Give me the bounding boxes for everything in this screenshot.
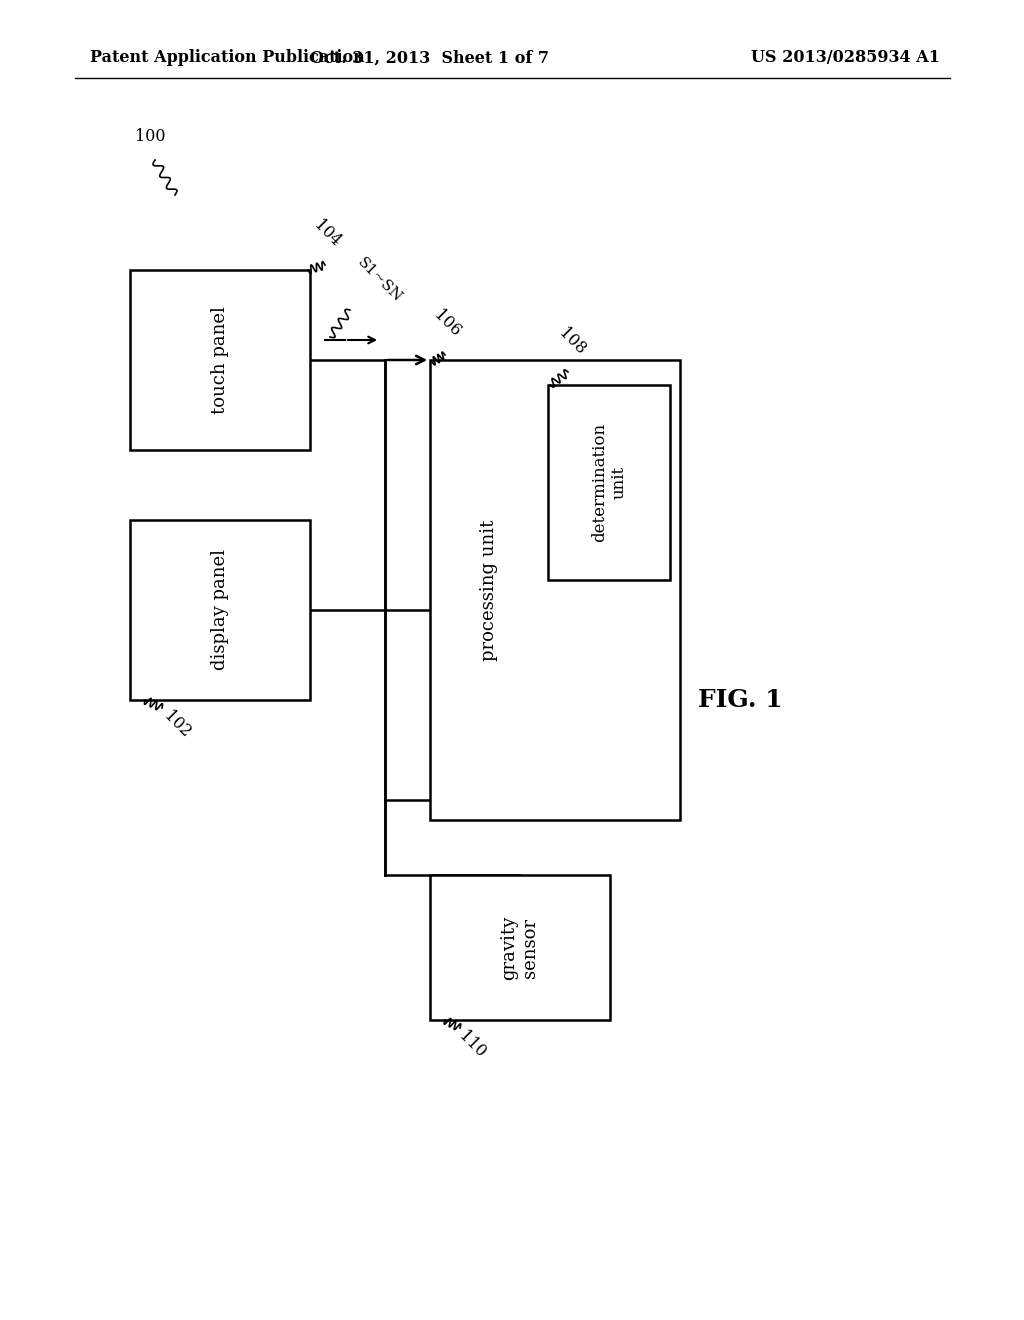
Text: Patent Application Publication: Patent Application Publication (90, 49, 365, 66)
Text: touch panel: touch panel (211, 306, 229, 414)
Text: 110: 110 (455, 1028, 488, 1061)
Bar (130, 520, 310, 700)
Text: Oct. 31, 2013  Sheet 1 of 7: Oct. 31, 2013 Sheet 1 of 7 (310, 49, 550, 66)
Text: gravity
sensor: gravity sensor (501, 915, 540, 979)
Text: FIG. 1: FIG. 1 (697, 688, 782, 711)
Bar (430, 360, 680, 820)
Text: determination
unit: determination unit (591, 422, 628, 543)
Bar (548, 385, 670, 579)
Text: 106: 106 (430, 306, 464, 341)
Text: US 2013/0285934 A1: US 2013/0285934 A1 (751, 49, 940, 66)
Text: processing unit: processing unit (480, 519, 498, 661)
Text: 108: 108 (555, 325, 589, 358)
Text: 104: 104 (310, 216, 344, 249)
Text: display panel: display panel (211, 549, 229, 671)
Text: S1~SN: S1~SN (355, 255, 404, 305)
Text: 100: 100 (135, 128, 166, 145)
Bar (130, 271, 310, 450)
Bar (430, 875, 610, 1020)
Text: 102: 102 (160, 708, 194, 742)
